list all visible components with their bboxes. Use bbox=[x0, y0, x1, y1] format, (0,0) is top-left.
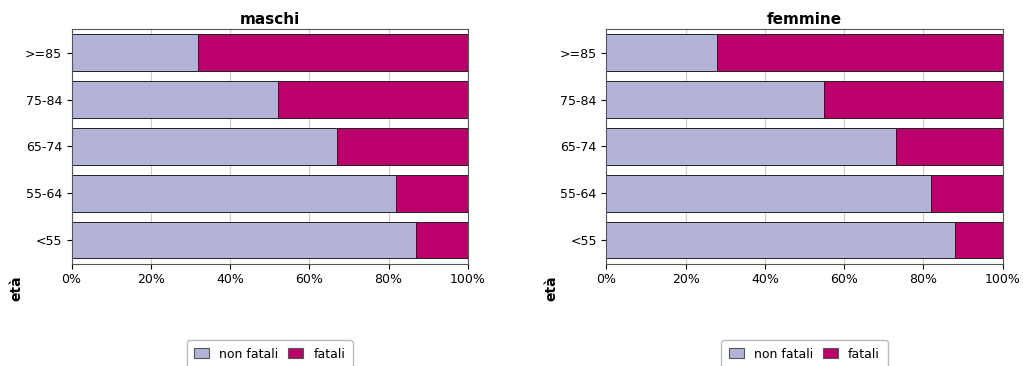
Bar bbox=[72, 175, 397, 212]
Title: femmine: femmine bbox=[767, 12, 842, 27]
Legend: non fatali, fatali: non fatali, fatali bbox=[186, 340, 353, 366]
Bar bbox=[416, 222, 468, 258]
Bar bbox=[72, 34, 198, 71]
Bar bbox=[72, 128, 337, 165]
Bar bbox=[717, 34, 1003, 71]
Bar bbox=[397, 175, 468, 212]
Bar bbox=[607, 128, 895, 165]
Bar bbox=[955, 222, 1003, 258]
Bar bbox=[825, 81, 1003, 118]
Bar bbox=[931, 175, 1003, 212]
Bar bbox=[72, 222, 416, 258]
Bar bbox=[895, 128, 1003, 165]
Legend: non fatali, fatali: non fatali, fatali bbox=[721, 340, 888, 366]
Title: maschi: maschi bbox=[239, 12, 300, 27]
Bar bbox=[607, 81, 825, 118]
Bar bbox=[337, 128, 468, 165]
Bar bbox=[607, 34, 717, 71]
Bar bbox=[607, 175, 931, 212]
Text: età: età bbox=[544, 275, 558, 301]
Bar bbox=[607, 222, 955, 258]
Bar bbox=[198, 34, 468, 71]
Text: età: età bbox=[9, 275, 24, 301]
Bar bbox=[72, 81, 277, 118]
Bar bbox=[277, 81, 468, 118]
